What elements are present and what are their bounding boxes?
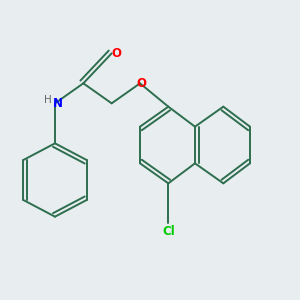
Text: O: O xyxy=(136,77,146,90)
Text: H: H xyxy=(44,95,52,105)
Text: N: N xyxy=(53,97,63,110)
Text: Cl: Cl xyxy=(162,225,175,238)
Text: O: O xyxy=(112,47,122,60)
